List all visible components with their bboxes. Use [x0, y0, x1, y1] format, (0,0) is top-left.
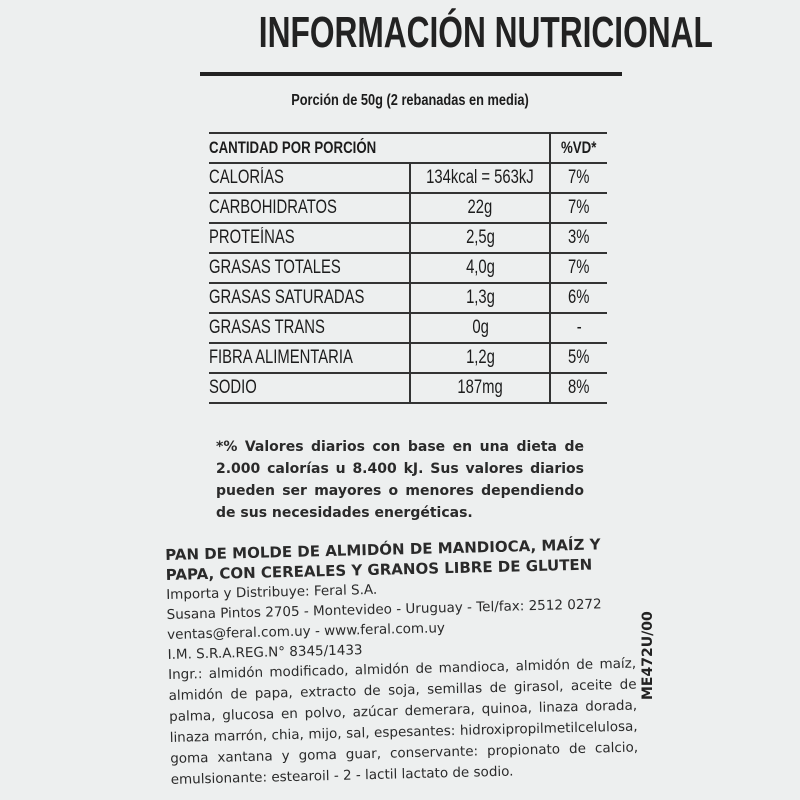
ingredients: Ingr.: almidón modificado, almidón de ma… — [167, 655, 639, 788]
product-code: ME472U/00 — [640, 611, 656, 700]
title-divider — [200, 72, 622, 76]
nutrient-value: 134kcal = 563kJ — [409, 162, 550, 194]
nutrient-value: 187mg — [409, 372, 550, 404]
nutrient-label: GRASAS TRANS — [209, 312, 411, 344]
header-label: CANTIDAD POR PORCIÓN — [209, 132, 550, 164]
nutrient-value: 2,5g — [409, 222, 550, 254]
nutrient-label: FIBRA ALIMENTARIA — [209, 342, 411, 374]
nutrient-vd: 6% — [549, 282, 607, 314]
nutrient-label: PROTEÍNAS — [209, 222, 411, 254]
nutrient-value: 22g — [409, 192, 550, 224]
nutrient-vd: 7% — [549, 252, 607, 284]
nutrient-label: SODIO — [209, 372, 411, 404]
table-row: GRASAS TRANS 0g - — [209, 312, 607, 344]
nutrient-vd: 5% — [549, 342, 607, 374]
table-row: GRASAS TOTALES 4,0g 7% — [209, 252, 607, 284]
nutrient-value: 1,3g — [409, 282, 550, 314]
table-row: PROTEÍNAS 2,5g 3% — [209, 222, 607, 254]
nutrient-label: GRASAS SATURADAS — [209, 282, 411, 314]
table-row: CARBOHIDRATOS 22g 7% — [209, 192, 607, 224]
nutrient-vd: 7% — [549, 192, 607, 224]
daily-value-footnote: *% Valores diarios con base en una dieta… — [216, 439, 584, 521]
header-vd: %VD* — [549, 132, 607, 164]
nutrient-vd: - — [549, 312, 607, 344]
table-row: FIBRA ALIMENTARIA 1,2g 5% — [209, 342, 607, 374]
nutrient-label: CARBOHIDRATOS — [209, 192, 411, 224]
nutrition-table: CANTIDAD POR PORCIÓN %VD* CALORÍAS 134kca… — [209, 132, 607, 404]
nutrient-label: CALORÍAS — [209, 162, 411, 194]
product-info: PAN DE MOLDE DE ALMIDÓN DE MANDIOCA, MAÍ… — [165, 534, 641, 791]
nutrient-vd: 7% — [549, 162, 607, 194]
table-row: GRASAS SATURADAS 1,3g 6% — [209, 282, 607, 314]
label-title: INFORMACIÓN NUTRICIONAL — [258, 8, 713, 57]
table-header-row: CANTIDAD POR PORCIÓN %VD* — [209, 132, 607, 164]
nutrient-value: 4,0g — [409, 252, 550, 284]
table-row: SODIO 187mg 8% — [209, 372, 607, 404]
nutrient-vd: 3% — [549, 222, 607, 254]
nutrient-value: 1,2g — [409, 342, 550, 374]
table-row: CALORÍAS 134kcal = 563kJ 7% — [209, 162, 607, 194]
nutrient-vd: 8% — [549, 372, 607, 404]
nutrient-label: GRASAS TOTALES — [209, 252, 411, 284]
portion-size: Porción de 50g (2 rebanadas en media) — [291, 92, 529, 109]
nutrient-value: 0g — [409, 312, 550, 344]
